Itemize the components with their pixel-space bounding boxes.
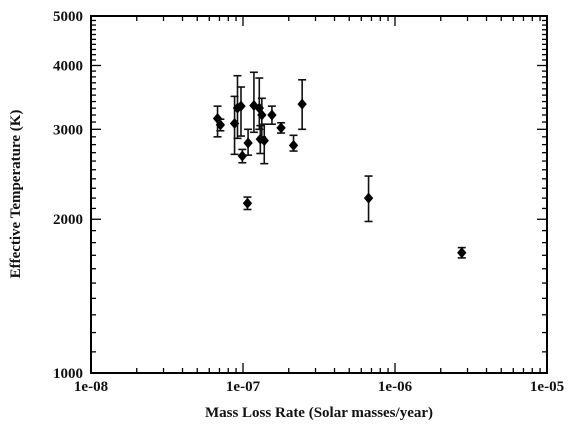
- data-point: [363, 175, 374, 223]
- diamond-marker: [236, 100, 246, 112]
- x-axis-title: Mass Loss Rate (Solar masses/year): [205, 405, 433, 421]
- data-point: [212, 105, 223, 138]
- data-point: [242, 196, 253, 211]
- data-point: [243, 128, 253, 156]
- data-point: [276, 121, 286, 134]
- y-tick-label: 2000: [53, 212, 83, 228]
- data-point: [215, 118, 226, 132]
- x-tick-label: 1e-06: [378, 379, 413, 395]
- diamond-marker: [237, 150, 248, 162]
- diamond-marker: [363, 192, 374, 204]
- data-point: [288, 134, 299, 152]
- data-point: [457, 246, 467, 259]
- diamond-marker: [297, 98, 307, 110]
- y-axis-title: Effective Temperature (K): [8, 110, 24, 279]
- y-tick-label: 1000: [53, 366, 83, 382]
- diamond-marker: [259, 135, 269, 147]
- diamond-marker: [288, 139, 299, 151]
- x-tick-label: 1e-07: [226, 379, 261, 395]
- y-tick-label: 4000: [53, 58, 83, 74]
- diamond-marker: [257, 109, 267, 121]
- data-point: [267, 105, 277, 125]
- x-axis: 1e-08 1e-07 1e-06 1e-05: [74, 16, 564, 395]
- diamond-marker: [232, 102, 243, 114]
- diamond-marker: [243, 137, 253, 149]
- data-point: [236, 86, 246, 137]
- y-axis: 1000 2000 3000 4000 5000: [53, 9, 547, 382]
- diamond-marker: [242, 197, 253, 209]
- diamond-marker: [276, 122, 286, 134]
- plot-frame: [90, 15, 548, 374]
- x-tick-label: 1e-08: [74, 379, 108, 395]
- data-point: [297, 79, 307, 131]
- data-series: [212, 71, 467, 259]
- x-tick-label: 1e-05: [530, 379, 564, 395]
- diamond-marker: [249, 99, 259, 111]
- y-tick-label: 5000: [53, 9, 83, 25]
- diamond-marker: [457, 247, 467, 259]
- data-point: [259, 123, 269, 165]
- diamond-marker: [215, 119, 226, 131]
- data-point: [237, 148, 248, 164]
- data-point: [249, 71, 259, 134]
- diamond-marker: [267, 109, 277, 121]
- y-tick-label: 3000: [53, 122, 83, 138]
